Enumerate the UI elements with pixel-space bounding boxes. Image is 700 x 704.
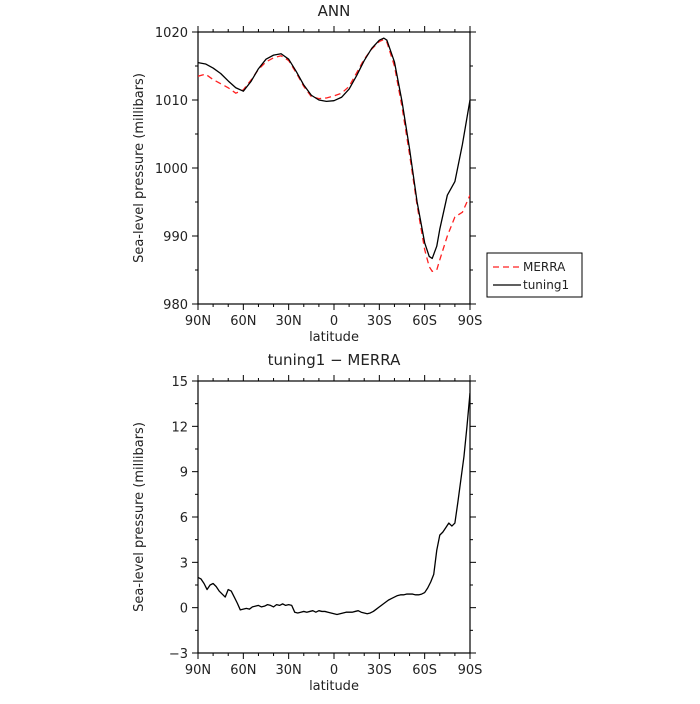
y-tick-label: 1010 — [155, 94, 188, 109]
y-tick-label: 9 — [180, 466, 188, 481]
x-tick-label: 60N — [230, 314, 256, 329]
y-tick-label: 1000 — [155, 162, 188, 177]
y-tick-label: −3 — [169, 647, 188, 662]
series-line-tuning1 — [198, 37, 470, 260]
y-tick-label: 980 — [163, 298, 188, 313]
y-tick-label: 3 — [180, 556, 188, 571]
x-tick-label: 90N — [185, 314, 211, 329]
x-tick-label: 30N — [276, 663, 302, 678]
y-tick-label: 0 — [180, 602, 188, 617]
y-tick-label: 12 — [171, 420, 188, 435]
chart-panel-top: 90N 60N 30N 0 30S 60S 90S 980 990 1000 1010 1020 ANN… — [132, 2, 583, 345]
x-tick-label: 0 — [330, 314, 338, 329]
y-tick-label: 6 — [180, 511, 188, 526]
chart-panel-bottom: 90N 60N 30N 0 30S 60S 90S −3 0 3 6 9 12 15 tuning1 − M… — [132, 351, 482, 694]
chart-title: tuning1 − MERRA — [268, 351, 401, 369]
x-axis-label: latitude — [309, 679, 359, 694]
legend: MERRA tuning1 — [486, 252, 583, 298]
series-line-difference — [198, 393, 470, 616]
x-tick-label: 0 — [330, 663, 338, 678]
chart-title: ANN — [318, 2, 351, 20]
legend-label: MERRA — [523, 260, 566, 274]
x-tick-label: 60N — [230, 663, 256, 678]
x-tick-label: 30N — [276, 314, 302, 329]
y-tick-label: 1020 — [155, 26, 188, 41]
x-axis-label: latitude — [309, 330, 359, 345]
x-tick-label: 90S — [458, 314, 483, 329]
x-tick-label: 60S — [412, 314, 437, 329]
y-axis-label: Sea-level pressure (millibars) — [132, 422, 147, 612]
series-line-merra — [198, 38, 470, 273]
x-tick-label: 30S — [367, 663, 392, 678]
x-tick-label: 60S — [412, 663, 437, 678]
x-tick-label: 90N — [185, 663, 211, 678]
legend-label: tuning1 — [523, 278, 569, 292]
y-tick-label: 990 — [163, 230, 188, 245]
y-axis-label: Sea-level pressure (millibars) — [132, 73, 147, 263]
x-tick-label: 90S — [458, 663, 483, 678]
y-tick-label: 15 — [171, 375, 188, 390]
x-tick-label: 30S — [367, 314, 392, 329]
legend-box — [486, 252, 583, 298]
